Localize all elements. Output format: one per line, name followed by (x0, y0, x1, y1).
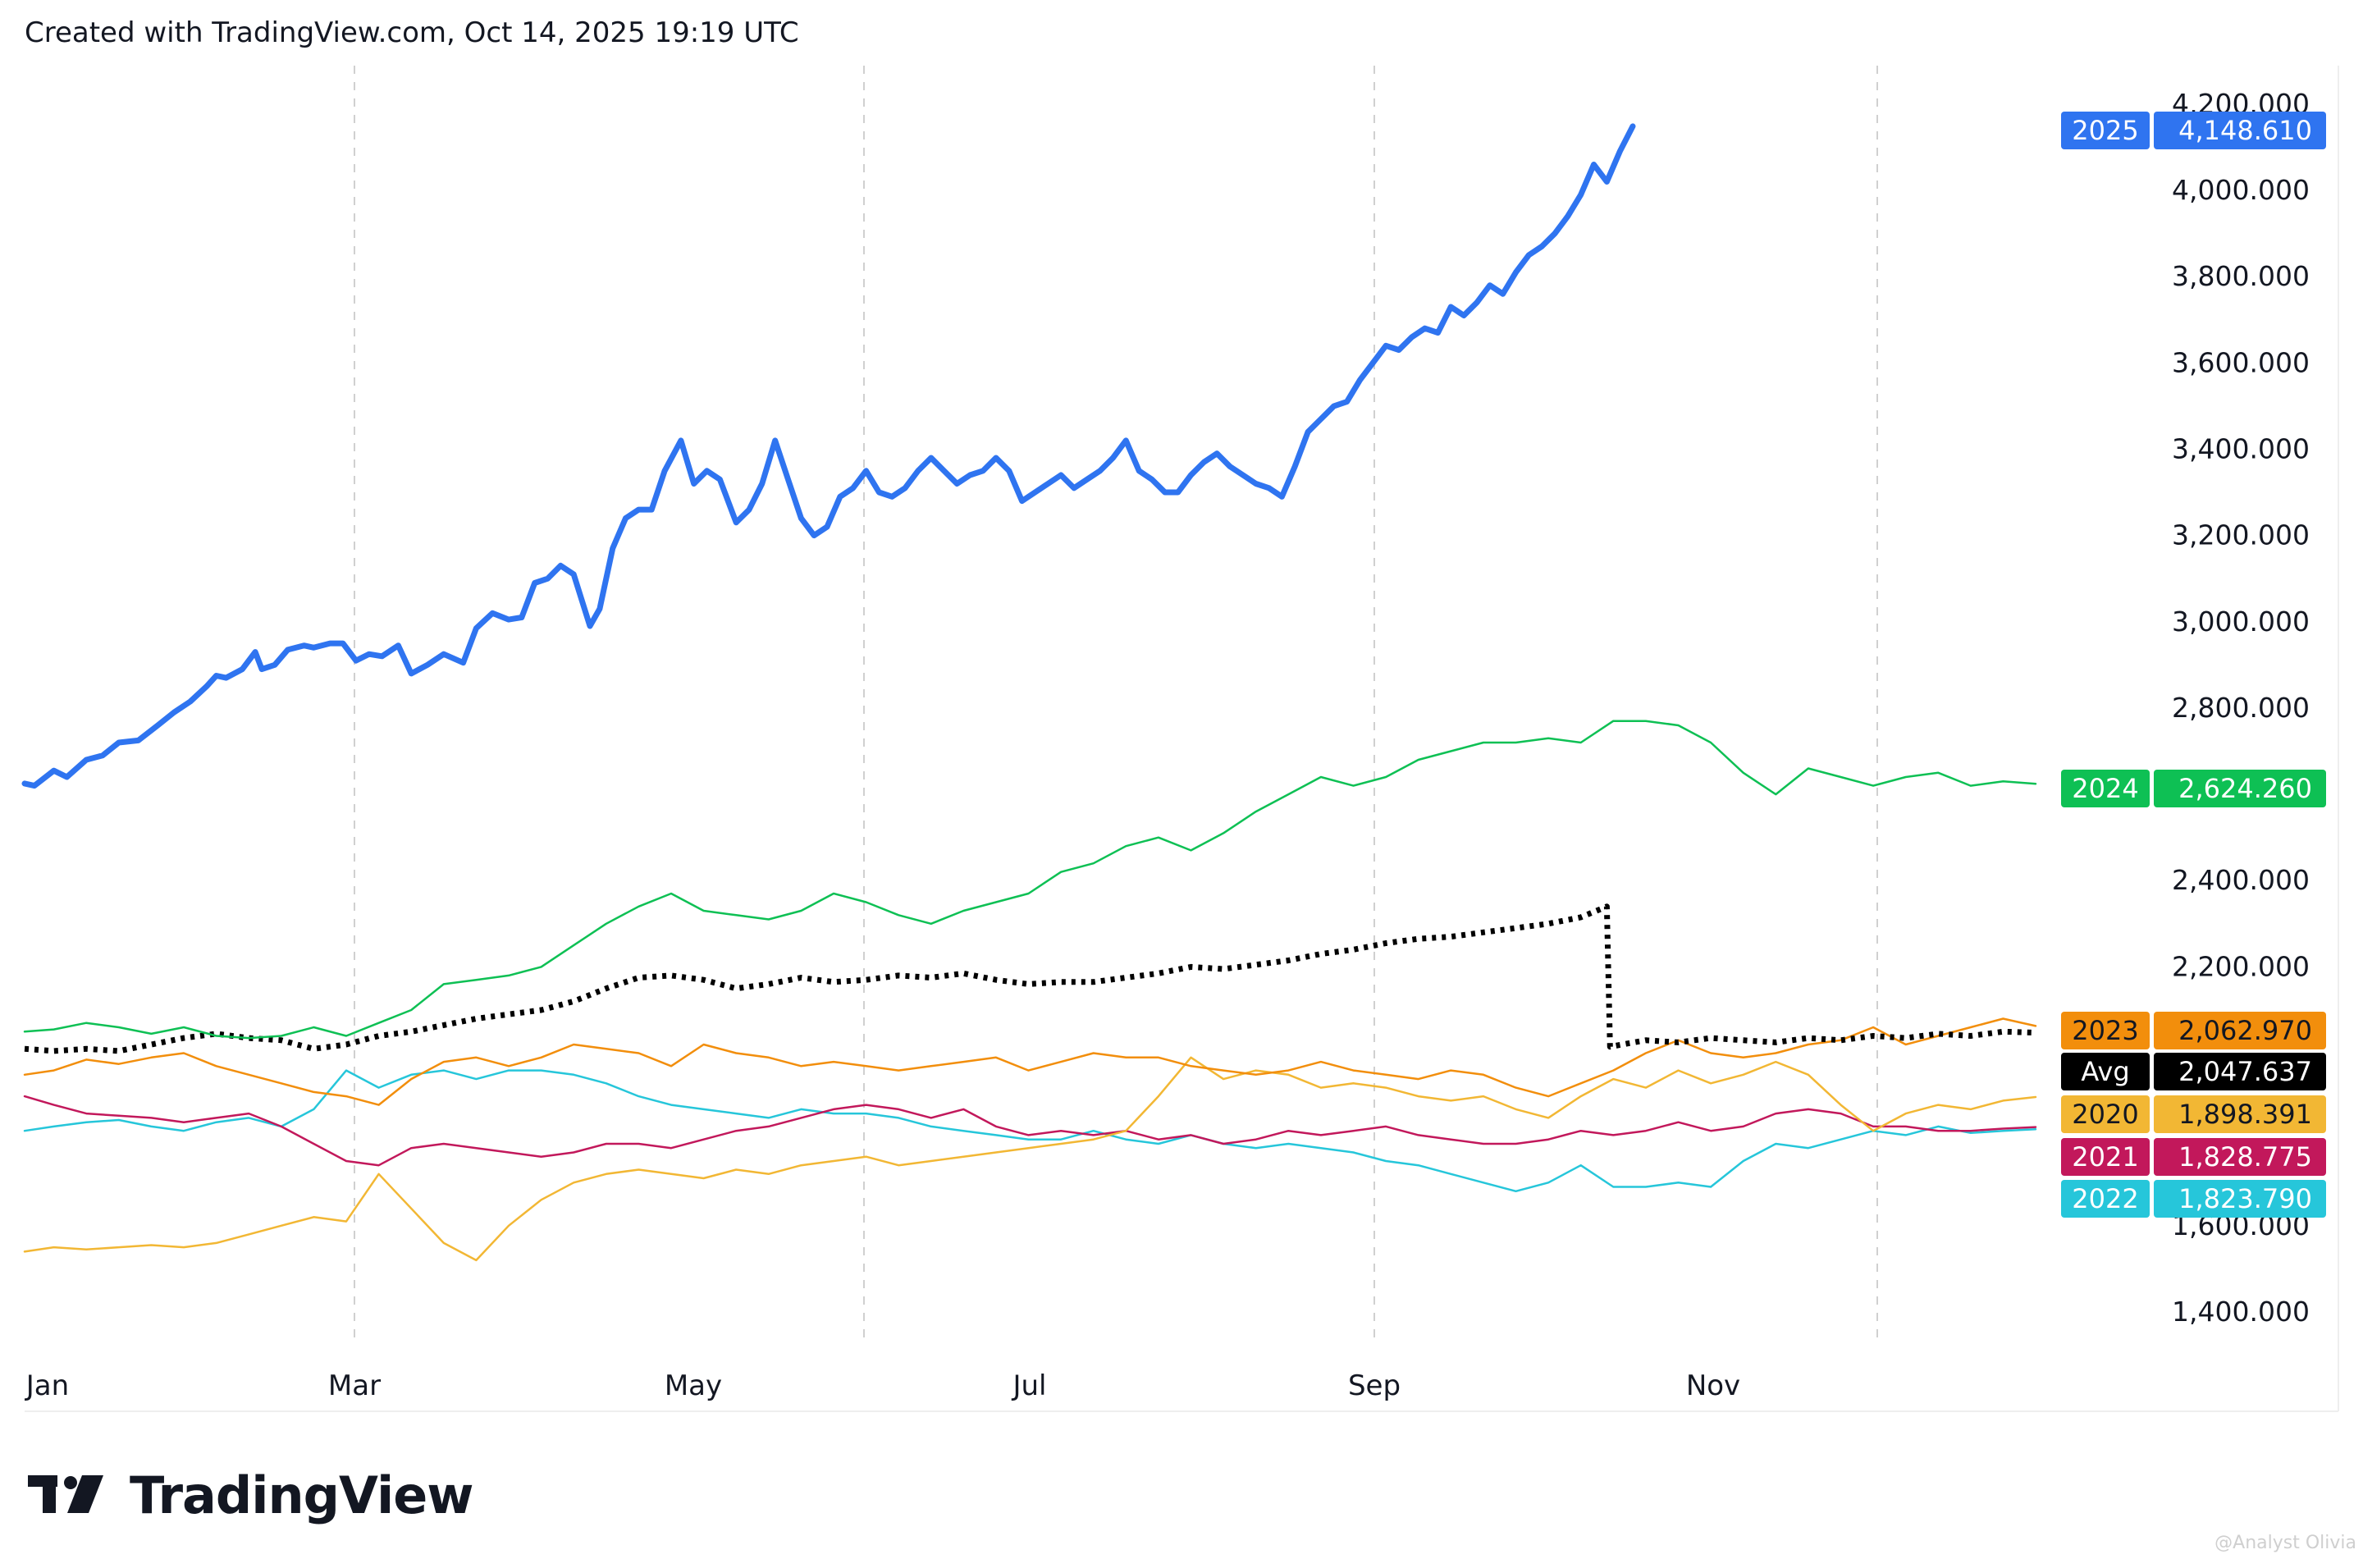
price-label-name: 2020 (2072, 1099, 2138, 1130)
price-label-value-bg (2154, 1138, 2326, 1176)
series-line-2021 (23, 1095, 2037, 1167)
x-tick-label: Sep (1348, 1369, 1401, 1402)
y-tick-label: 3,600.000 (2172, 346, 2310, 378)
y-tick-label: 4,000.000 (2172, 174, 2310, 206)
price-label-name-bg (2061, 1138, 2150, 1176)
price-label-name-bg (2061, 1180, 2150, 1218)
price-label-2022: 2022 1,823.790 (2061, 1180, 2326, 1218)
series-line-2024 (23, 720, 2037, 1040)
price-label-value: 2,062.970 (2178, 1015, 2312, 1046)
price-label-name: 2025 (2072, 115, 2138, 146)
price-label-value: 1,898.391 (2178, 1099, 2312, 1130)
price-label-2020: 2020 1,898.391 (2061, 1095, 2326, 1133)
x-axis-labels: Jan Mar May Jul Sep Nov (25, 1369, 1740, 1402)
series-line-2023 (23, 1017, 2037, 1106)
price-label-name-bg (2061, 1095, 2150, 1133)
price-label-value-bg (2154, 1095, 2326, 1133)
price-label-2023: 2023 2,062.970 (2061, 1012, 2326, 1049)
x-tick-label: Mar (328, 1369, 381, 1402)
series-line-2022 (23, 1069, 2037, 1193)
price-label-name: 2023 (2072, 1015, 2138, 1046)
chart-series-group (21, 123, 2037, 1262)
y-tick-label: 3,400.000 (2172, 433, 2310, 465)
series-line-avg (24, 903, 2036, 1054)
price-label-name-bg (2061, 1053, 2150, 1090)
x-tick-label: Jan (25, 1369, 69, 1402)
price-label-name: 2022 (2072, 1183, 2138, 1214)
brand-logo[interactable]: TradingView (28, 1465, 474, 1525)
series-line-2025 (21, 123, 1636, 789)
price-label-name: 2021 (2072, 1141, 2138, 1173)
price-label-value-bg (2154, 1012, 2326, 1049)
price-label-name-bg (2061, 112, 2150, 149)
watermark: @Analyst Olivia (2214, 1533, 2356, 1553)
price-label-value: 2,047.637 (2178, 1056, 2312, 1087)
price-label-name: Avg (2081, 1056, 2129, 1087)
y-tick-label: 2,800.000 (2172, 692, 2310, 724)
price-label-2024: 2024 2,624.260 (2061, 770, 2326, 807)
price-label-value: 1,828.775 (2178, 1141, 2312, 1173)
price-label-name: 2024 (2072, 773, 2138, 804)
brand-name: TradingView (130, 1465, 474, 1525)
price-label-value-bg (2154, 1180, 2326, 1218)
x-tick-label: Jul (1011, 1369, 1046, 1402)
y-tick-label: 3,000.000 (2172, 606, 2310, 638)
price-label-value: 4,148.610 (2178, 115, 2312, 146)
price-label-value-bg (2154, 770, 2326, 807)
y-tick-label: 3,800.000 (2172, 260, 2310, 292)
price-labels: 2025 4,148.610 2024 2,624.260 2023 2,062.970 A… (2061, 112, 2326, 1218)
tradingview-logo-icon (28, 1474, 103, 1513)
price-label-name-bg (2061, 770, 2150, 807)
chart-grid (25, 66, 2339, 1412)
x-tick-label: Nov (1686, 1369, 1740, 1402)
series-line-2020 (23, 1056, 2037, 1262)
price-label-value-bg (2154, 1053, 2326, 1090)
y-tick-label: 3,200.000 (2172, 519, 2310, 551)
price-label-value-bg (2154, 112, 2326, 149)
x-tick-label: May (665, 1369, 722, 1402)
y-tick-label: 2,200.000 (2172, 950, 2310, 982)
price-label-name-bg (2061, 1012, 2150, 1049)
y-tick-label: 2,400.000 (2172, 864, 2310, 896)
y-tick-label: 1,400.000 (2172, 1296, 2310, 1328)
price-label-2021: 2021 1,828.775 (2061, 1138, 2326, 1176)
price-label-avg: Avg 2,047.637 (2061, 1053, 2326, 1090)
chart-created-caption: Created with TradingView.com, Oct 14, 20… (25, 16, 799, 49)
price-label-value: 1,823.790 (2178, 1183, 2312, 1214)
price-label-value: 2,624.260 (2178, 773, 2312, 804)
price-label-2025: 2025 4,148.610 (2061, 112, 2326, 149)
